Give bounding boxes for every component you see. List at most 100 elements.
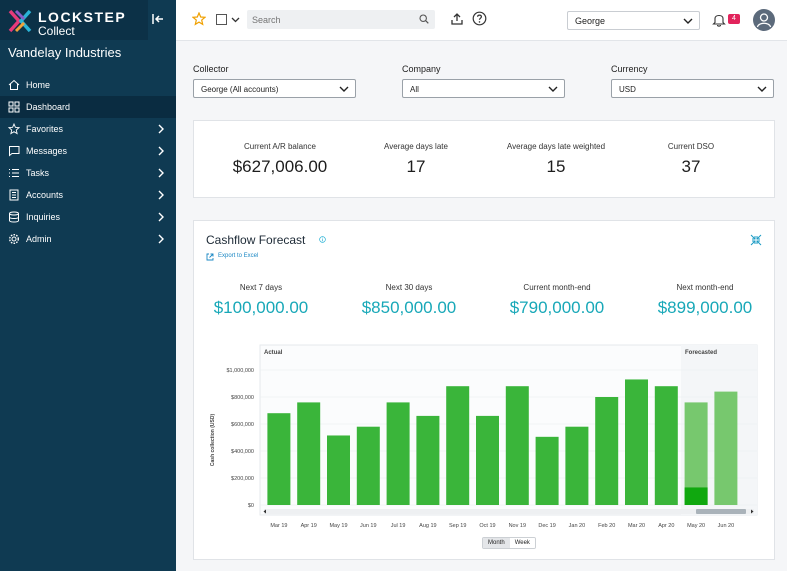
avg-days-late-weighted-stat: Average days late weighted 15	[486, 142, 626, 177]
stat-label: Current A/R balance	[243, 142, 317, 151]
actual-bar[interactable]	[297, 402, 321, 505]
sidebar-item-inquiries[interactable]: Inquiries	[0, 206, 176, 228]
actual-bar[interactable]	[416, 415, 440, 505]
sidebar-item-favorites[interactable]: Favorites	[0, 118, 176, 140]
user-select-value: George	[575, 16, 606, 26]
collector-value: George (All accounts)	[201, 85, 279, 94]
ar-balance-stat: Current A/R balance $627,006.00	[210, 142, 350, 177]
company-select[interactable]: All	[402, 79, 565, 98]
actual-bar[interactable]	[446, 386, 470, 505]
user-select[interactable]: George	[567, 11, 700, 30]
x-tick-label: Jun 19	[360, 523, 377, 529]
collapse-sidebar-icon[interactable]	[150, 11, 166, 27]
stat-label: Average days late weighted	[506, 142, 606, 151]
chart-scrollbar-track[interactable]	[264, 509, 754, 514]
month-toggle-button[interactable]: Month	[483, 538, 510, 548]
avg-days-late-stat: Average days late 17	[356, 142, 476, 177]
sidebar-item-home[interactable]: Home	[0, 74, 176, 96]
avatar[interactable]	[753, 9, 775, 31]
forecast-bar[interactable]	[684, 402, 708, 505]
y-tick-label: $600,000	[231, 422, 254, 428]
stat-value: 15	[546, 157, 566, 176]
current-month-end-stat: Current month-end $790,000.00	[492, 283, 622, 318]
sidebar-item-admin[interactable]: Admin	[0, 228, 176, 250]
chevron-right-icon	[158, 168, 164, 178]
stat-label: Next month-end	[676, 283, 734, 292]
help-icon[interactable]	[472, 11, 487, 26]
sidebar-item-label: Inquiries	[26, 212, 61, 222]
y-tick-label: $400,000	[231, 449, 254, 455]
external-link-icon[interactable]	[206, 253, 214, 261]
sidebar-item-label: Accounts	[26, 190, 64, 200]
stat-value: $100,000.00	[213, 298, 309, 317]
scroll-left-arrow-icon[interactable]	[263, 509, 267, 514]
week-toggle-button[interactable]: Week	[509, 538, 535, 548]
favorite-star-icon[interactable]	[192, 12, 206, 26]
chevron-right-icon	[158, 146, 164, 156]
sidebar-item-label: Admin	[26, 234, 52, 244]
actual-bar[interactable]	[476, 415, 499, 505]
sidebar-item-label: Messages	[26, 146, 68, 156]
brand: LOCKSTEP Collect	[0, 0, 148, 40]
current-dso-stat: Current DSO 37	[636, 142, 746, 177]
brand-product: Collect	[38, 24, 75, 38]
sidebar-item-accounts[interactable]: Accounts	[0, 184, 176, 206]
forecast-actual-bar[interactable]	[684, 487, 708, 505]
sidebar: LOCKSTEP Collect Vandelay Industries Hom…	[0, 0, 176, 571]
chevron-down-icon	[757, 86, 767, 92]
topbar: George 4	[176, 0, 787, 41]
cashflow-chart: Actual Forecasted $0 $200,000 $400,000 $600…	[210, 344, 758, 529]
search-input[interactable]	[247, 10, 435, 29]
database-icon	[9, 211, 19, 223]
forecast-bar[interactable]	[714, 391, 738, 505]
stat-value: $627,006.00	[232, 157, 328, 176]
collapse-arrows-icon[interactable]	[750, 234, 762, 246]
actual-bar[interactable]	[595, 397, 619, 505]
x-tick-label: May 19	[329, 523, 347, 529]
x-tick-label: Mar 19	[270, 523, 287, 529]
actual-bar[interactable]	[535, 436, 559, 505]
actual-bar[interactable]	[386, 402, 410, 505]
list-icon	[9, 168, 19, 178]
next-30-days-stat: Next 30 days $850,000.00	[344, 283, 474, 318]
x-tick-label: Dec 19	[538, 523, 555, 529]
collector-select[interactable]: George (All accounts)	[193, 79, 356, 98]
stat-value: $850,000.00	[361, 298, 457, 317]
sidebar-item-tasks[interactable]: Tasks	[0, 162, 176, 184]
brand-name: LOCKSTEP	[38, 9, 127, 25]
y-axis-label: Cash collection (USD)	[210, 414, 216, 467]
star-icon	[8, 123, 20, 135]
actual-bar[interactable]	[327, 435, 350, 505]
export-to-excel-link[interactable]: Export to Excel	[218, 253, 259, 259]
user-icon	[756, 13, 772, 28]
scroll-right-arrow-icon[interactable]	[751, 509, 754, 514]
chevron-right-icon	[158, 124, 164, 134]
currency-select[interactable]: USD	[611, 79, 774, 98]
grid-icon	[8, 101, 20, 113]
stat-label: Average days late	[384, 142, 448, 151]
x-tick-label: Apr 19	[301, 523, 317, 529]
chevron-down-icon[interactable]	[231, 15, 240, 24]
gear-icon	[8, 233, 20, 245]
actual-bar[interactable]	[654, 386, 678, 505]
upload-icon[interactable]	[450, 12, 464, 26]
x-tick-label: Jul 19	[391, 523, 406, 529]
actual-bar[interactable]	[356, 426, 380, 505]
actual-bar[interactable]	[565, 426, 589, 505]
lockstep-logo-icon	[8, 9, 32, 33]
cashflow-title: Cashflow Forecast	[206, 233, 306, 247]
bell-icon[interactable]	[712, 12, 726, 27]
actual-bar[interactable]	[505, 386, 529, 505]
sidebar-item-messages[interactable]: Messages	[0, 140, 176, 162]
actual-bar[interactable]	[625, 379, 648, 505]
chart-scrollbar-thumb[interactable]	[696, 509, 746, 514]
collector-label: Collector	[193, 64, 229, 74]
search-icon[interactable]	[419, 14, 429, 24]
sidebar-item-dashboard[interactable]: Dashboard	[0, 96, 176, 118]
stat-label: Current DSO	[667, 142, 715, 151]
actual-bar[interactable]	[267, 413, 291, 505]
select-all-checkbox[interactable]	[216, 14, 227, 25]
chevron-right-icon	[158, 212, 164, 222]
info-icon[interactable]	[319, 236, 326, 243]
x-tick-label: Jan 20	[569, 523, 586, 529]
